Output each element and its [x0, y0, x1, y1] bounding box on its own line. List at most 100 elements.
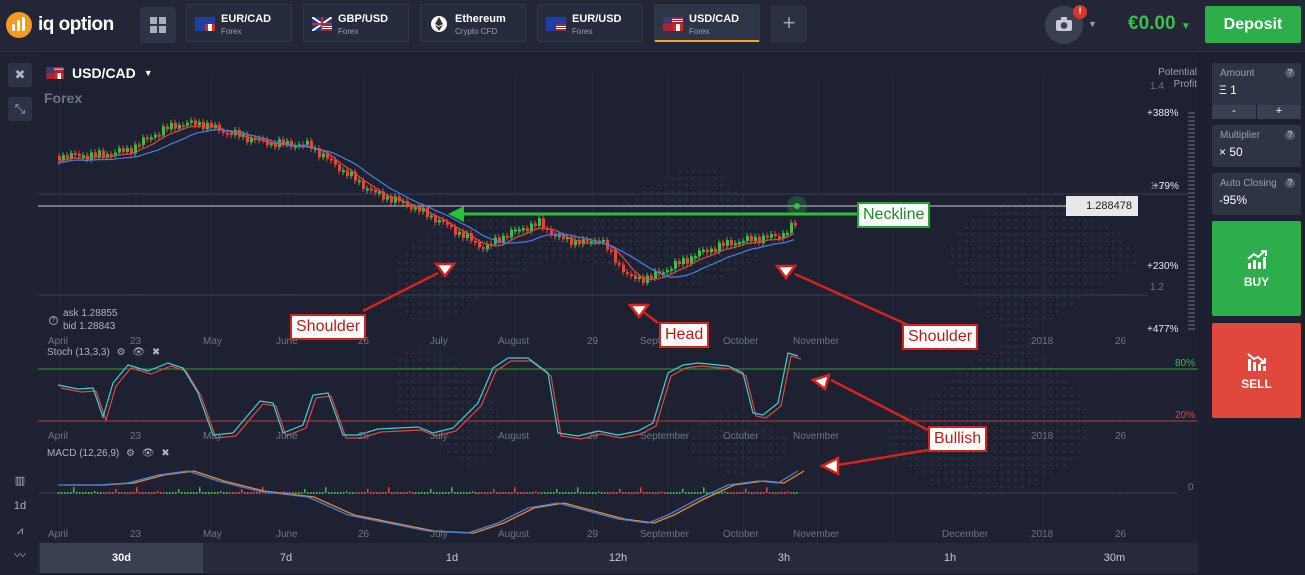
eye-icon[interactable]: 👁	[132, 347, 146, 358]
deposit-button[interactable]: Deposit	[1205, 6, 1301, 43]
candle	[202, 121, 205, 130]
macd-histogram-bar	[769, 492, 771, 494]
macd-histogram-bar	[553, 492, 555, 494]
asset-selector[interactable]: USD/CAD ▼	[46, 65, 153, 81]
candle	[590, 241, 593, 244]
tab-usd-cad[interactable]: USD/CAD Forex	[654, 4, 760, 42]
candle	[282, 139, 285, 145]
candle	[706, 249, 709, 253]
tab-ethereum[interactable]: Ethereum Crypto CFD	[420, 4, 526, 42]
month-label: November	[793, 336, 840, 347]
logo[interactable]: iq option	[6, 12, 114, 38]
timeframe-30d[interactable]: 30d	[40, 543, 203, 573]
help-icon[interactable]: ?	[1285, 130, 1295, 140]
add-tab-button[interactable]: +	[771, 6, 807, 42]
settings-icon[interactable]: ⚙	[116, 347, 126, 358]
tab-gbp-usd[interactable]: GBP/USD Forex	[303, 4, 409, 42]
chart-area[interactable]: 1.4 1.3 1.2 April 23 May June 26 July August 29 Sep…	[38, 53, 1198, 543]
macd-histogram-bar	[601, 492, 603, 494]
macd-histogram-bar	[121, 492, 123, 494]
decrease-button[interactable]: -	[1212, 105, 1256, 119]
macd-histogram-bar	[397, 492, 399, 494]
balance-value: €0.00	[1128, 13, 1176, 34]
timeframe-3h[interactable]: 3h	[777, 552, 791, 564]
timeframe-1d[interactable]: 1d	[445, 552, 459, 564]
chevron-down-icon: ▼	[143, 68, 153, 78]
close-icon[interactable]: ✖	[161, 448, 170, 459]
macd-label: MACD (12,26,9)	[47, 448, 120, 459]
eye-icon[interactable]: 👁	[141, 448, 155, 459]
buy-button[interactable]: BUY	[1212, 221, 1301, 316]
tab-eur-usd[interactable]: EUR/USD Forex	[537, 4, 643, 42]
timeframe-1h[interactable]: 1h	[943, 552, 957, 564]
left-toolbar: ✖ ⤡ ▥ 1d ⩘ 〰	[0, 53, 38, 575]
macd-histogram-bar	[322, 492, 324, 494]
chevron-down-icon[interactable]: ▼	[1088, 19, 1097, 29]
close-icon[interactable]: ✖	[151, 347, 161, 358]
balance[interactable]: €0.00 ▼	[1128, 13, 1191, 35]
indicators-icon[interactable]: ▥	[14, 475, 26, 487]
tab-title: USD/CAD	[689, 13, 740, 25]
drawing-tools-icon[interactable]: ⩘	[16, 525, 24, 537]
amount-value[interactable]: Ξ 1	[1219, 83, 1237, 97]
increase-button[interactable]: +	[1257, 105, 1301, 119]
macd-histogram-bar	[100, 492, 102, 494]
right-shoulder-arrow	[794, 272, 909, 327]
macd-histogram-bar	[571, 492, 573, 494]
candle	[570, 236, 573, 246]
right-shoulder-label: Shoulder	[902, 324, 979, 350]
gbp-usd-flag-icon	[312, 17, 332, 31]
macd-histogram-bar	[442, 492, 444, 494]
notification-badge: !	[1073, 5, 1087, 19]
auto-closing-field[interactable]: Auto Closing ? -95%	[1212, 173, 1301, 215]
candle	[478, 241, 481, 248]
assets-grid-button[interactable]	[140, 7, 176, 43]
bullish-stoch-arrow	[830, 378, 929, 432]
candle	[318, 148, 321, 158]
macd-zero-label: 0	[1188, 482, 1194, 493]
macd-histogram-bar	[415, 492, 417, 494]
price-level-label: 1.4	[1150, 81, 1164, 92]
candle	[238, 130, 241, 137]
candle	[330, 158, 333, 161]
month-label: November	[793, 529, 840, 540]
macd-histogram-bar	[211, 492, 213, 494]
sell-button[interactable]: SELL	[1212, 323, 1301, 418]
candle	[358, 180, 361, 183]
multiplier-field[interactable]: Multiplier ? × 50	[1212, 125, 1301, 167]
close-icon[interactable]: ✖	[8, 63, 32, 87]
macd-histogram-bar	[67, 492, 69, 494]
help-icon[interactable]: ?	[1285, 178, 1295, 188]
candle	[714, 248, 717, 252]
macd-histogram-bar	[91, 492, 93, 494]
month-label: May	[203, 336, 222, 347]
amount-field[interactable]: Amount ? Ξ 1	[1212, 63, 1301, 105]
collapse-icon[interactable]: ⤡	[8, 97, 32, 121]
info-icon[interactable]: ?	[49, 316, 58, 325]
macd-histogram-bar	[658, 492, 660, 494]
macd-histogram-bar	[694, 492, 696, 494]
macd-histogram-bar	[115, 489, 117, 493]
macd-histogram-bar	[526, 492, 528, 494]
candle	[246, 134, 249, 143]
price-chart[interactable]: 1.4 1.3 1.2 April 23 May June 26 July August 29 Sep…	[38, 53, 1198, 543]
help-icon[interactable]: ?	[1285, 68, 1295, 78]
timeframe-button[interactable]: 1d	[13, 500, 27, 512]
macd-histogram-bar	[436, 492, 438, 494]
candle	[454, 226, 457, 235]
timeframe-30m[interactable]: 30m	[1103, 552, 1126, 564]
macd-histogram-bar	[433, 492, 435, 494]
month-label: 23	[130, 529, 142, 540]
tab-eur-cad[interactable]: EUR/CAD Forex	[186, 4, 292, 42]
macd-histogram-bar	[634, 492, 636, 494]
chart-type-icon[interactable]: 〰	[14, 550, 26, 562]
macd-histogram-bar	[172, 492, 174, 494]
timeframe-7d[interactable]: 7d	[279, 552, 293, 564]
candle	[482, 247, 485, 250]
settings-icon[interactable]: ⚙	[126, 448, 135, 459]
candle	[466, 233, 469, 239]
macd-histogram-bar	[739, 492, 741, 494]
timeframe-12h[interactable]: 12h	[608, 552, 628, 564]
candle	[678, 260, 681, 265]
macd-histogram-bar	[706, 492, 708, 494]
